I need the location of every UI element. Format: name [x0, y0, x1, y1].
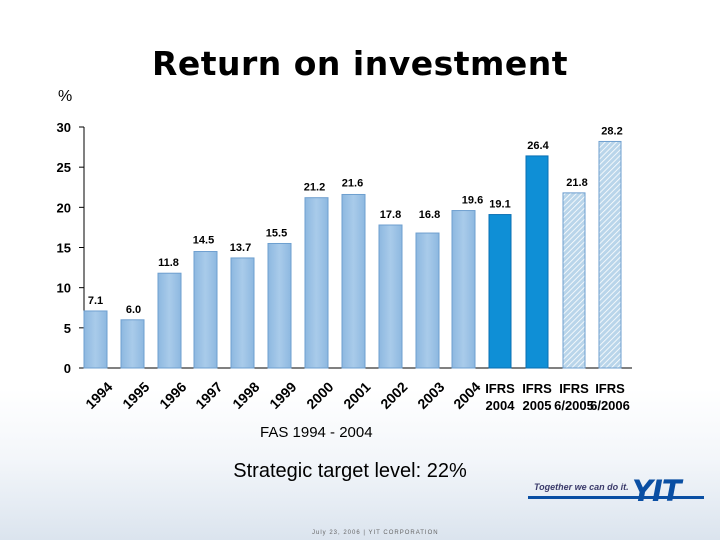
bar-1994	[83, 310, 108, 369]
x-tick-label: 2004	[450, 379, 483, 412]
data-label: 26.4	[527, 140, 549, 152]
data-label: 6.0	[126, 304, 141, 316]
data-label: 19.6	[462, 195, 483, 207]
bar-1998	[230, 257, 255, 369]
bar-2003	[415, 232, 440, 369]
y-tick-label: 5	[64, 321, 71, 336]
x-tick-label: 2000	[303, 379, 336, 412]
x-tick-label: 1996	[156, 379, 189, 412]
bar-1999	[267, 242, 292, 369]
data-label: 7.1	[88, 295, 103, 307]
strategic-target-text: Strategic target level: 22%	[233, 460, 467, 482]
logo-underline	[528, 496, 704, 499]
x-tick-label: 1999	[266, 379, 299, 412]
bar-2000	[304, 197, 329, 369]
data-label: 11.8	[158, 257, 179, 269]
x-tick-label: IFRS	[559, 381, 589, 396]
footer-text: July 23, 2006 | YIT CORPORATION	[312, 530, 439, 536]
x-tick-label: IFRS	[595, 381, 625, 396]
data-label: 21.8	[566, 177, 587, 189]
bar-2001	[341, 193, 366, 369]
data-label: 13.7	[230, 242, 251, 254]
fas-period-label: FAS 1994 - 2004	[260, 424, 373, 441]
x-tick-label: 6/2006	[590, 398, 630, 413]
data-label: 28.2	[601, 125, 622, 137]
x-tick-label: 1995	[119, 379, 152, 412]
x-tick-label: 2001	[340, 379, 373, 412]
bar-2004	[451, 210, 476, 369]
y-tick-label: 20	[57, 200, 71, 215]
x-tick-label: 6/2005	[554, 398, 594, 413]
yit-logo: YIT	[632, 474, 682, 508]
x-tick-label: IFRS	[522, 381, 552, 396]
y-tick-label: 30	[57, 120, 71, 135]
data-label: 15.5	[266, 227, 287, 239]
data-label: 21.6	[342, 177, 363, 189]
bar-ifrs-6-2006	[598, 140, 622, 369]
data-label: 19.1	[489, 199, 510, 211]
company-slogan: Together we can do it.	[534, 482, 629, 492]
data-label: 21.2	[304, 182, 325, 194]
bar-ifrs-2004	[488, 214, 512, 369]
bar-1996	[157, 272, 182, 369]
x-tick-label: 1997	[192, 379, 225, 412]
y-tick-label: 0	[64, 361, 71, 376]
data-label: 16.8	[419, 209, 440, 221]
y-tick-label: 15	[57, 241, 71, 256]
x-tick-label: 1998	[229, 379, 262, 412]
data-label: 17.8	[380, 209, 401, 221]
x-tick-label: IFRS	[485, 381, 515, 396]
bar-ifrs-6-2005	[562, 192, 586, 369]
y-tick-label: 10	[57, 281, 71, 296]
bar-2002	[378, 224, 403, 369]
bar-ifrs-2005	[525, 155, 549, 369]
y-tick-label: 25	[57, 160, 71, 175]
y-axis-unit-label: %	[58, 88, 73, 105]
page-title: Return on investment	[151, 44, 569, 83]
x-tick-label: 1994	[82, 379, 115, 412]
data-label: 14.5	[193, 235, 214, 247]
x-tick-label: 2002	[377, 379, 410, 412]
bar-1995	[120, 319, 145, 369]
x-tick-label: 2004	[486, 398, 516, 413]
x-tick-label: 2005	[523, 398, 552, 413]
x-tick-label: 2003	[414, 379, 447, 412]
bar-1997	[193, 251, 218, 369]
